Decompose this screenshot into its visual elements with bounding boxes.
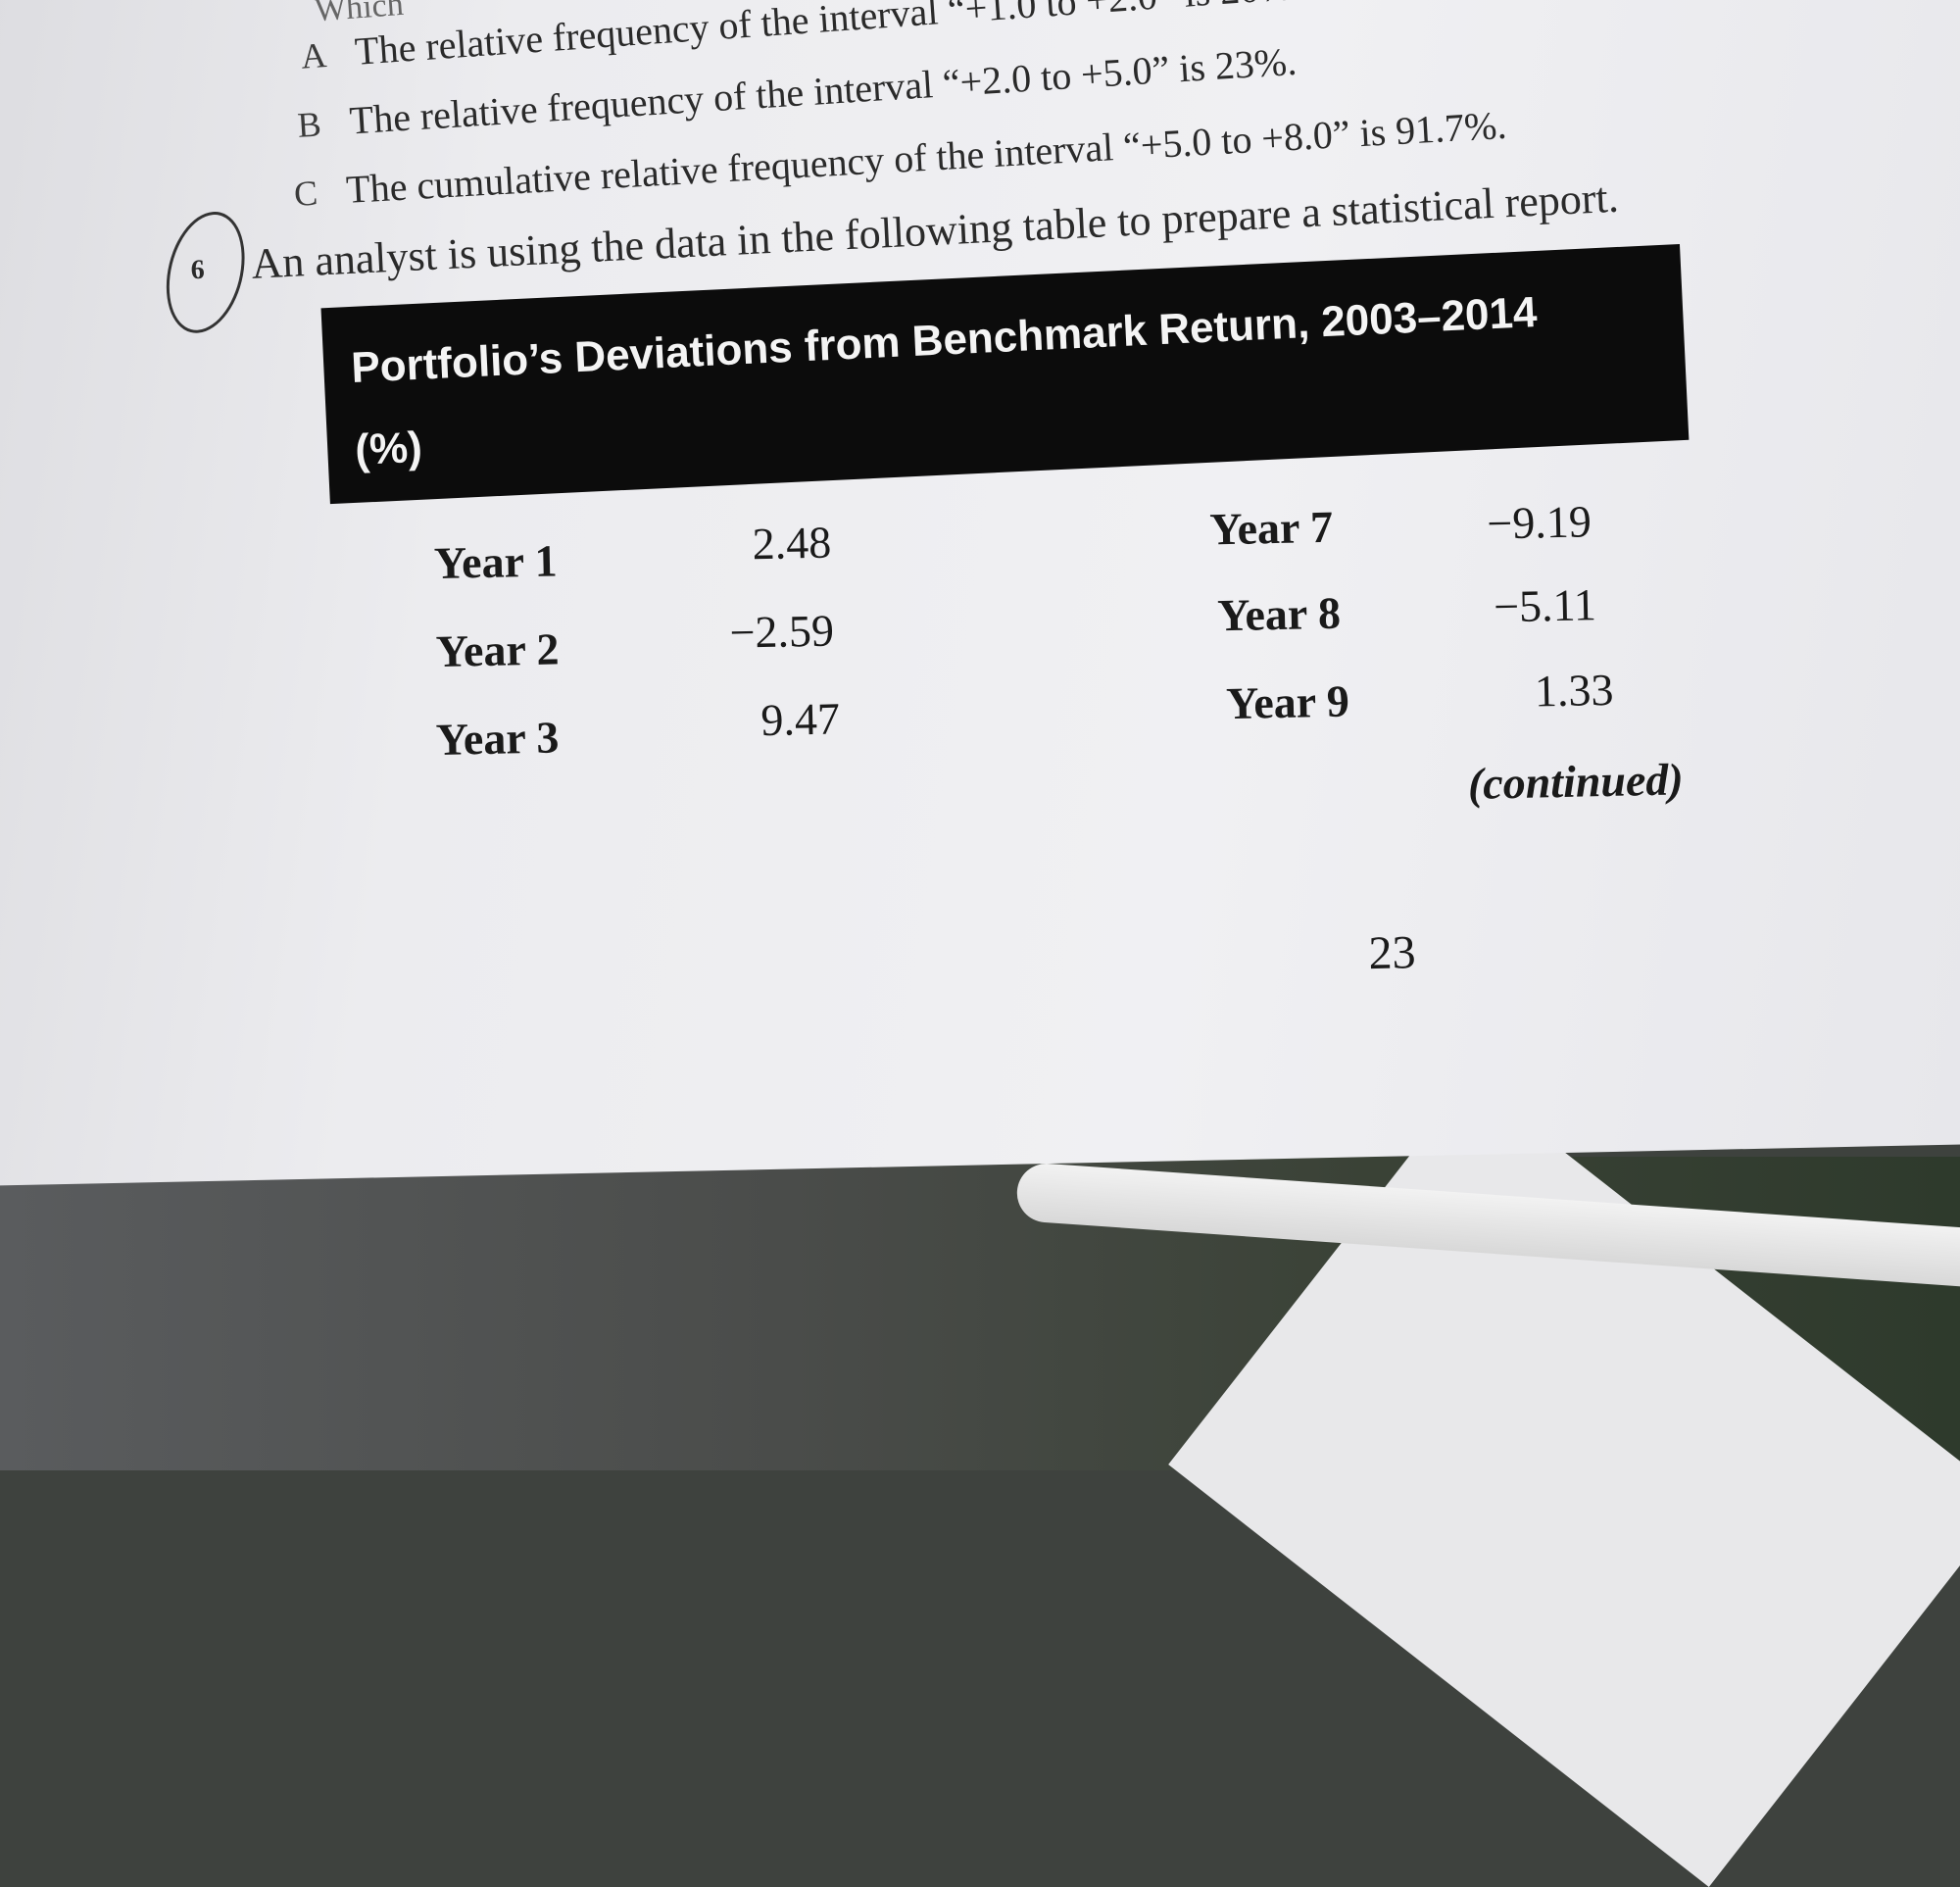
row-value: 2.48 (752, 517, 832, 570)
row-label: Year 3 (435, 712, 560, 766)
table-header: Portfolio’s Deviations from Benchmark Re… (320, 243, 1690, 505)
row-value: −9.19 (1486, 496, 1592, 549)
row-value: 1.33 (1534, 664, 1614, 717)
row-value: −5.11 (1493, 579, 1597, 632)
row-label: Year 7 (1208, 501, 1334, 555)
question-number: 6 (190, 254, 205, 286)
page-number: 23 (1367, 926, 1417, 980)
row-label: Year 9 (1225, 675, 1350, 729)
continued-note: (continued) (1467, 754, 1685, 809)
row-label: Year 1 (433, 535, 559, 589)
handwritten-circle (154, 203, 257, 342)
option-letter: C (292, 173, 319, 214)
row-value: −2.59 (728, 605, 835, 658)
table-title-unit: (%) (354, 422, 423, 474)
table-title: Portfolio’s Deviations from Benchmark Re… (350, 287, 1539, 392)
row-value: 9.47 (760, 693, 841, 746)
option-letter: B (296, 104, 322, 145)
row-label: Year 8 (1216, 587, 1342, 641)
option-letter: A (299, 34, 328, 76)
book-page: Which A The relative frequency of the in… (0, 0, 1960, 1186)
row-label: Year 2 (435, 623, 560, 676)
